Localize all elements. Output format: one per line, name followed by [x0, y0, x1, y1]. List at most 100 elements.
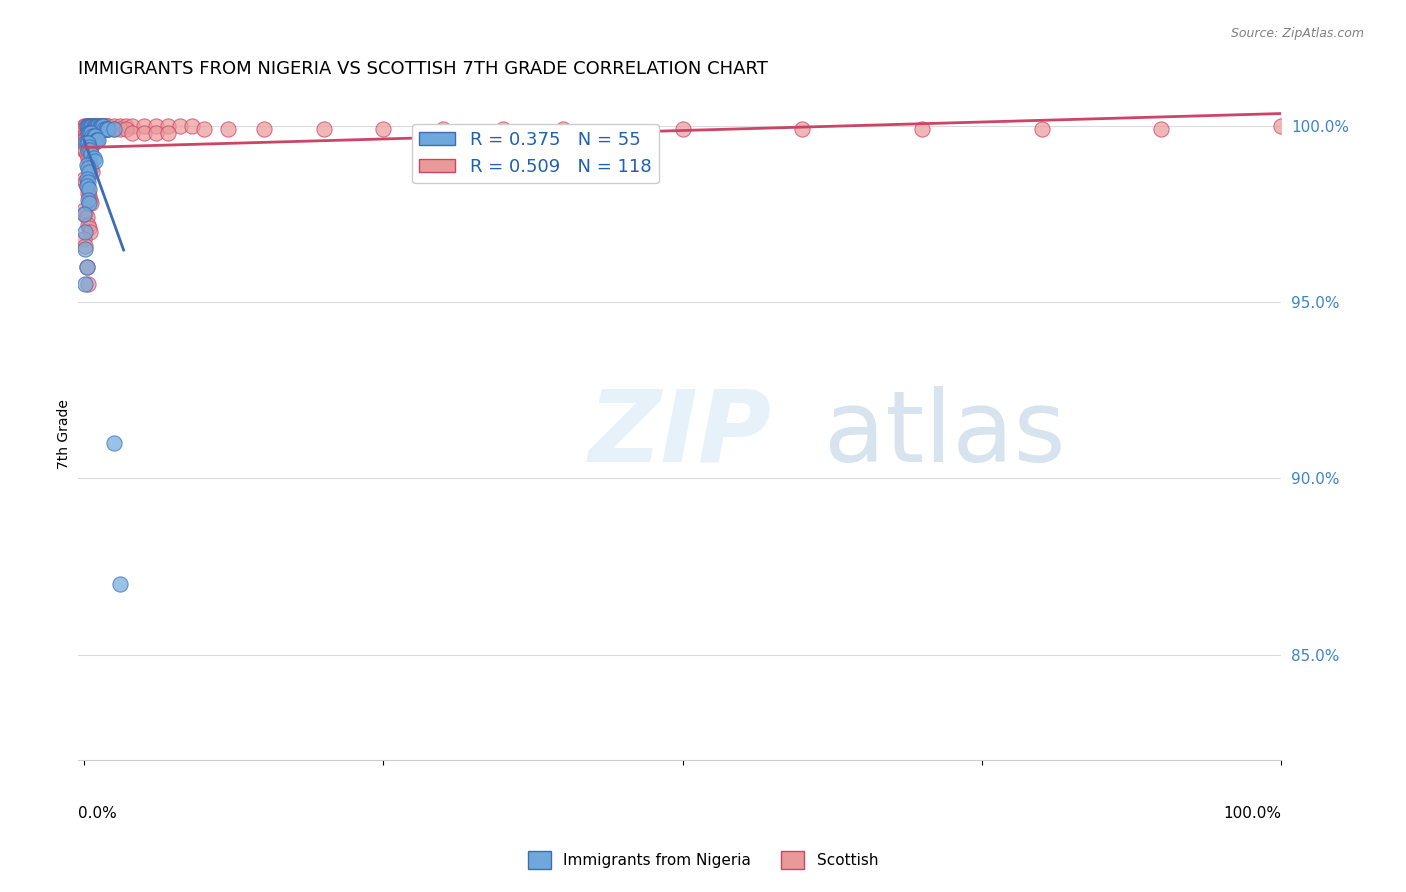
Point	[73, 144, 96, 158]
Point	[83, 119, 105, 133]
Point	[115, 122, 138, 136]
Point	[76, 161, 98, 175]
Point	[79, 126, 101, 140]
Point	[76, 119, 98, 133]
Point	[80, 147, 103, 161]
Text: 0.0%: 0.0%	[79, 806, 117, 821]
Point	[77, 196, 100, 211]
Point	[492, 122, 515, 136]
Point	[76, 133, 98, 147]
Point	[94, 119, 117, 133]
Point	[76, 211, 98, 225]
Point	[90, 119, 112, 133]
Point	[86, 119, 108, 133]
Point	[83, 154, 105, 169]
Point	[84, 119, 107, 133]
Point	[80, 129, 103, 144]
Point	[87, 119, 110, 133]
Point	[75, 175, 97, 189]
Point	[80, 119, 103, 133]
Point	[75, 133, 97, 147]
Point	[76, 119, 98, 133]
Point	[121, 126, 143, 140]
Point	[217, 122, 239, 136]
Point	[73, 122, 96, 136]
Point	[80, 119, 103, 133]
Point	[1031, 122, 1053, 136]
Point	[73, 207, 96, 221]
Point	[76, 151, 98, 165]
Point	[89, 119, 111, 133]
Point	[79, 122, 101, 136]
Point	[83, 119, 105, 133]
Point	[792, 122, 814, 136]
Point	[79, 158, 101, 172]
Point	[77, 154, 100, 169]
Point	[93, 122, 115, 136]
Point	[77, 164, 100, 178]
Point	[121, 119, 143, 133]
Point	[79, 144, 101, 158]
Point	[180, 119, 202, 133]
Point	[83, 136, 105, 151]
Text: ZIP: ZIP	[588, 385, 770, 483]
Point	[73, 119, 96, 133]
Point	[77, 122, 100, 136]
Point	[76, 193, 98, 207]
Point	[76, 277, 98, 292]
Point	[91, 122, 114, 136]
Point	[77, 119, 100, 133]
Point	[103, 436, 125, 450]
Point	[73, 171, 96, 186]
Point	[76, 129, 98, 144]
Point	[103, 122, 125, 136]
Point	[75, 277, 97, 292]
Point	[84, 133, 107, 147]
Point	[96, 119, 118, 133]
Point	[79, 129, 101, 144]
Y-axis label: 7th Grade: 7th Grade	[58, 400, 72, 469]
Point	[76, 178, 98, 193]
Point	[551, 122, 574, 136]
Point	[79, 136, 101, 151]
Point	[115, 119, 138, 133]
Point	[75, 129, 97, 144]
Point	[312, 122, 335, 136]
Point	[76, 171, 98, 186]
Point	[82, 119, 104, 133]
Point	[80, 122, 103, 136]
Point	[87, 133, 110, 147]
Point	[83, 129, 105, 144]
Point	[77, 119, 100, 133]
Text: IMMIGRANTS FROM NIGERIA VS SCOTTISH 7TH GRADE CORRELATION CHART: IMMIGRANTS FROM NIGERIA VS SCOTTISH 7TH …	[79, 61, 768, 78]
Text: atlas: atlas	[824, 385, 1066, 483]
Point	[87, 119, 110, 133]
Point	[76, 119, 98, 133]
Point	[84, 122, 107, 136]
Point	[77, 140, 100, 154]
Point	[75, 122, 97, 136]
Point	[76, 133, 98, 147]
Point	[80, 161, 103, 175]
Point	[91, 119, 114, 133]
Point	[76, 175, 98, 189]
Point	[73, 232, 96, 246]
Point	[76, 136, 98, 151]
Point	[91, 122, 114, 136]
Point	[77, 189, 100, 203]
Point	[132, 126, 155, 140]
Point	[103, 122, 125, 136]
Point	[193, 122, 215, 136]
Point	[97, 122, 120, 136]
Point	[86, 122, 108, 136]
Point	[91, 119, 114, 133]
Point	[83, 151, 105, 165]
Point	[83, 122, 105, 136]
Point	[75, 119, 97, 133]
Point	[75, 225, 97, 239]
Point	[93, 119, 115, 133]
Point	[94, 122, 117, 136]
Point	[83, 119, 105, 133]
Point	[108, 122, 131, 136]
Point	[97, 119, 120, 133]
